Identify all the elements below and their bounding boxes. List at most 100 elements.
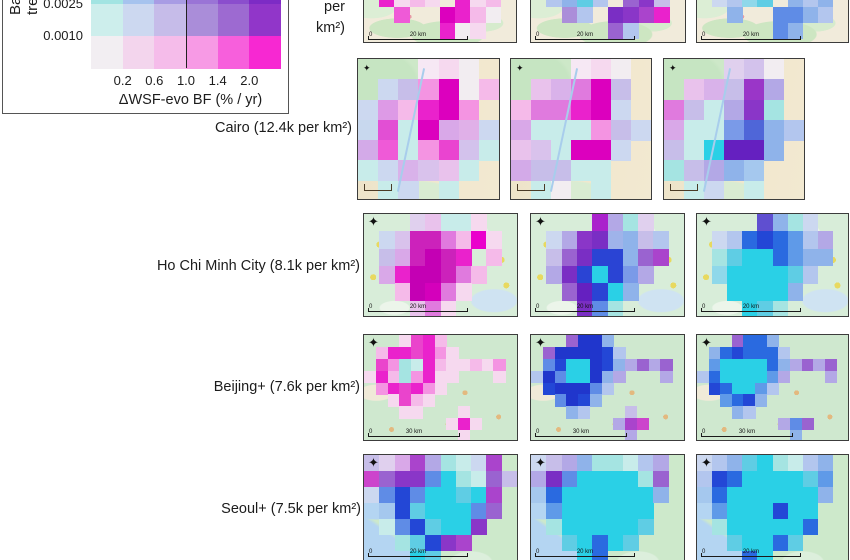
heat-tile <box>478 79 499 100</box>
heat-tile <box>744 119 765 141</box>
heat-tile <box>764 119 785 141</box>
heat-tile <box>577 0 594 8</box>
scale-distance-label: 20 km <box>576 549 594 555</box>
heat-tile <box>411 370 424 383</box>
scale-zero-label: 0 <box>536 32 540 38</box>
heat-tile <box>546 248 563 267</box>
heat-tile <box>664 160 685 182</box>
heat-tile <box>399 370 412 383</box>
heat-tile <box>566 370 579 383</box>
heat-tile <box>576 551 593 560</box>
heat-tile <box>623 0 640 8</box>
heat-tile <box>824 358 837 371</box>
heat-tile <box>394 231 411 249</box>
compass-icon: ✦ <box>701 335 712 350</box>
heat-tile <box>660 370 673 383</box>
heat-tile <box>561 248 578 267</box>
heat-tile <box>375 382 388 395</box>
heat-tile <box>757 471 773 488</box>
heat-tile <box>755 394 768 407</box>
heat-tile <box>592 519 608 536</box>
heat-tile <box>648 358 661 371</box>
heat-tile <box>601 370 614 383</box>
heat-tile <box>551 79 572 100</box>
heat-tile <box>704 180 725 199</box>
heat-tile <box>554 382 567 395</box>
heat-tile <box>378 99 399 121</box>
heat-tile <box>622 283 639 301</box>
heat-tile <box>409 551 426 560</box>
heat-tile <box>471 519 487 536</box>
heat-tile <box>478 140 499 161</box>
compass-icon: ✦ <box>535 335 546 350</box>
tile-grid <box>697 455 848 560</box>
heat-tile <box>742 519 758 536</box>
heat-tile <box>364 455 380 472</box>
heat-tile <box>802 519 819 536</box>
heat-tile <box>742 0 758 8</box>
heat-tile <box>724 99 745 121</box>
compass-icon: ✦ <box>535 455 546 470</box>
heat-tile <box>772 214 789 232</box>
heat-tile <box>455 0 471 8</box>
heat-tile <box>546 266 563 284</box>
map-panel-cairo-3: ✦ <box>663 58 805 200</box>
heat-tile <box>409 248 426 267</box>
heat-tile <box>425 471 441 488</box>
tile-grid <box>364 335 517 440</box>
map-panel-beijing-1: ✦ 0 30 km <box>363 334 518 441</box>
heat-tile <box>743 394 756 407</box>
heat-tile <box>446 418 459 431</box>
heat-tile <box>601 335 614 348</box>
heat-tile <box>638 487 654 504</box>
heat-tile <box>638 214 654 232</box>
heat-tile <box>743 346 756 360</box>
heat-tile <box>742 266 758 284</box>
heat-tile <box>731 406 744 419</box>
heat-tile <box>660 358 673 371</box>
scale-distance-label: 20 km <box>409 549 427 555</box>
heat-tile <box>486 231 503 249</box>
heat-tile <box>724 59 745 80</box>
heat-tile <box>787 231 804 249</box>
heat-tile <box>742 455 758 472</box>
heat-tile <box>379 503 396 520</box>
heat-tile <box>712 519 728 536</box>
heat-tile <box>772 471 789 488</box>
heat-tile <box>772 519 789 536</box>
tile-grid <box>364 0 516 40</box>
scale-bar-line <box>701 436 793 437</box>
heat-tile <box>471 503 487 520</box>
legend-cell <box>217 36 250 69</box>
heat-tile <box>766 346 779 360</box>
heat-tile <box>434 358 447 371</box>
heat-tile <box>592 535 608 552</box>
heat-tile <box>724 160 745 182</box>
legend-cell <box>186 36 219 69</box>
heat-tile <box>592 266 608 284</box>
heat-tile <box>622 248 639 267</box>
heat-tile <box>772 248 789 267</box>
heat-tile <box>757 266 773 284</box>
heat-tile <box>727 231 743 249</box>
heat-tile <box>592 231 608 249</box>
heat-tile <box>802 0 819 8</box>
heat-tile <box>578 346 591 360</box>
heat-tile <box>458 59 480 80</box>
heat-tile <box>440 231 457 249</box>
heat-tile <box>409 0 426 8</box>
legend-x-tick-0.2: 0.2 <box>113 73 132 88</box>
scale-bar-bracket <box>364 184 392 191</box>
heat-tile <box>399 394 412 407</box>
heat-tile <box>511 160 532 182</box>
heat-tile <box>766 370 779 383</box>
scale-zero-label: 0 <box>702 429 706 435</box>
heat-tile <box>778 418 791 431</box>
scale-bar-line <box>535 556 635 557</box>
heat-tile <box>653 487 670 504</box>
scale-distance-label: 30 km <box>405 429 423 435</box>
heat-tile <box>638 266 654 284</box>
heat-tile <box>398 119 419 141</box>
heat-tile <box>409 471 426 488</box>
heat-tile <box>455 471 472 488</box>
